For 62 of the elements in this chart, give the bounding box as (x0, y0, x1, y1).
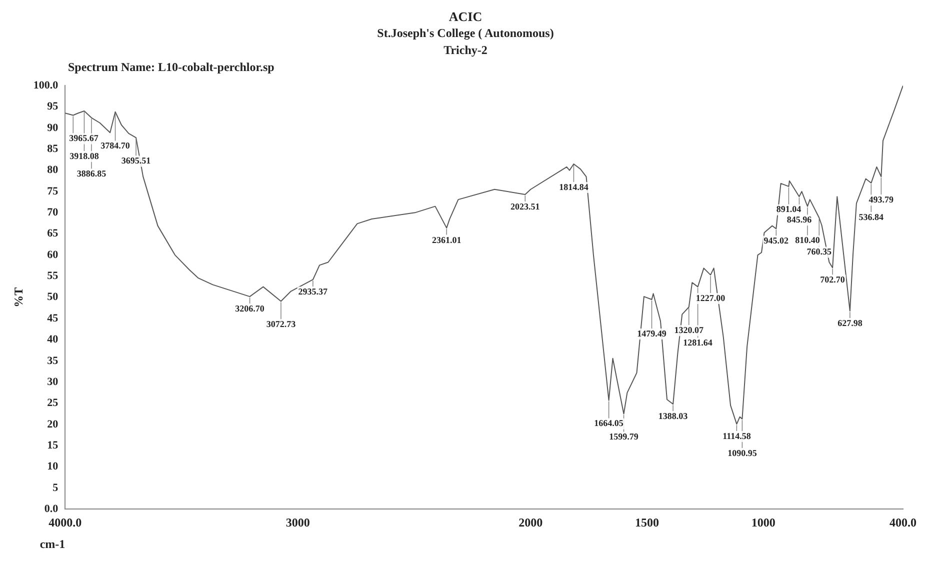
y-tick-label: 95 (47, 100, 59, 113)
y-tick-label: 30 (47, 376, 59, 388)
annotation: 2935.37 (298, 286, 328, 296)
y-tick-label: 0.0 (44, 503, 59, 516)
y-tick-label: 85 (47, 142, 59, 155)
annotation: 760.35 (806, 246, 832, 257)
y-tick-label: 40 (47, 334, 59, 346)
y-tick-label: 35 (47, 354, 59, 367)
annotation: 1388.03 (658, 410, 688, 421)
annotation: 3695.51 (121, 156, 152, 166)
annotation: 1320.07 (674, 324, 704, 335)
y-tick-label: 65 (47, 228, 59, 240)
annotation: 3784.70 (100, 140, 130, 151)
annotation: 810.40 (795, 235, 820, 246)
x-tick-label: 1000 (751, 515, 776, 530)
x-tick-label: 2000 (518, 515, 543, 530)
x-tick-label: 4000.0 (48, 515, 82, 530)
y-tick-label: 75 (47, 185, 59, 198)
annotation: 1227.00 (696, 292, 726, 303)
chart-title: ACIC (448, 8, 484, 25)
x-tick-label: 400.0 (890, 515, 916, 530)
annotation: 1479.49 (637, 328, 667, 338)
annotation: 627.98 (838, 318, 863, 328)
annotation: 2361.01 (432, 234, 462, 245)
text: Spectrum Name: L10-cobalt-perchlor.sp (67, 59, 276, 76)
y-axis-title: %T (11, 287, 26, 308)
annotation: 2023.51 (510, 201, 540, 212)
annotation: 3886.85 (76, 168, 107, 179)
y-tick-label: 50 (47, 291, 59, 304)
x-axis-title: cm-1 (40, 536, 66, 551)
annotation: 702.70 (820, 274, 846, 285)
y-tick-label: 10 (47, 460, 59, 473)
annotation: 945.02 (764, 236, 790, 246)
chart-subtitle: St.Joseph's College ( Autonomous) (376, 25, 555, 42)
annotation: 3918.08 (70, 150, 100, 161)
y-tick-label: 90 (47, 122, 59, 134)
annotation: 536.84 (858, 212, 884, 222)
annotation: 3072.73 (266, 319, 296, 330)
y-tick-label: 70 (47, 206, 59, 219)
y-tick-label: 25 (47, 397, 59, 410)
annotation: 1281.64 (683, 338, 713, 348)
x-tick-label: 3000 (286, 515, 310, 530)
annotation: 3965.67 (69, 133, 99, 144)
y-tick-label: 20 (47, 418, 59, 430)
y-tick-label: 15 (47, 440, 59, 452)
y-tick-label: 60 (47, 248, 59, 261)
annotation: 1664.05 (594, 418, 624, 428)
annotation: 1114.58 (722, 430, 752, 441)
y-tick-label: 80 (47, 164, 59, 176)
y-tick-label: 5 (52, 482, 59, 494)
annotation: 891.04 (776, 204, 802, 214)
annotation: 493.79 (868, 194, 894, 204)
y-tick-label: 45 (47, 312, 59, 324)
y-tick-label: 55 (47, 270, 59, 282)
x-tick-label: 1500 (634, 515, 659, 530)
annotation: 3206.70 (235, 303, 265, 314)
annotation: 845.96 (786, 214, 812, 224)
y-tick-label: 100.0 (33, 79, 59, 92)
text: Trichy-2 (442, 42, 488, 59)
annotation: 1090.95 (728, 448, 758, 458)
annotation: 1814.84 (559, 182, 589, 192)
annotation: 1599.79 (609, 432, 639, 442)
